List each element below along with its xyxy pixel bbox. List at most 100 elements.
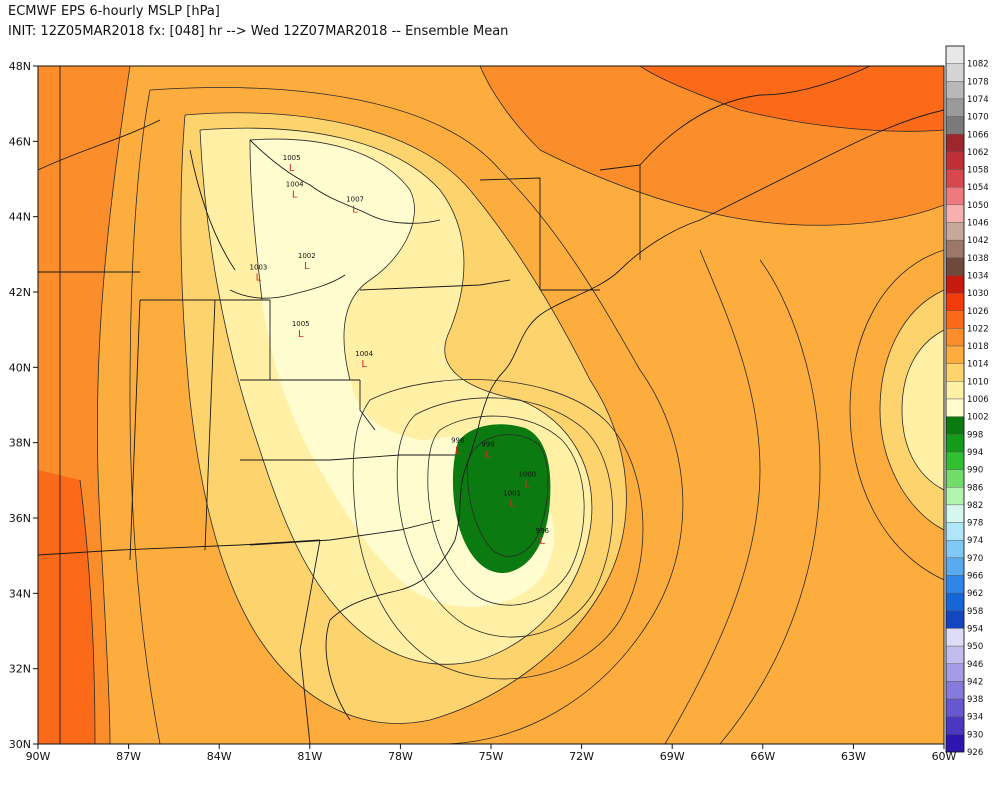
colorbar-label: 954 [967, 624, 983, 634]
colorbar-swatch [945, 381, 965, 400]
colorbar-swatch [945, 398, 965, 417]
low-pressure-value: 999 [481, 440, 494, 448]
colorbar-swatch [945, 416, 965, 435]
lat-tick-label: 46N [9, 135, 31, 148]
lat-tick-label: 48N [9, 60, 31, 73]
colorbar-swatch [945, 98, 965, 117]
lon-tick-label: 66W [750, 750, 775, 763]
colorbar-swatch [945, 681, 965, 700]
colorbar-swatch [945, 186, 965, 206]
colorbar-swatch [945, 628, 965, 647]
colorbar-swatch [945, 239, 965, 258]
colorbar-swatch [945, 328, 965, 347]
lon-tick-label: 81W [297, 750, 322, 763]
colorbar-label: 1074 [967, 95, 989, 105]
colorbar-swatch [945, 645, 965, 664]
lat-tick-label: 30N [9, 738, 31, 751]
colorbar-label: 974 [967, 536, 983, 546]
low-center-marker: L [485, 449, 491, 460]
colorbar-label: 998 [967, 430, 983, 440]
colorbar-label: 1030 [967, 289, 989, 299]
low-center-marker: L [298, 329, 304, 340]
colorbar-swatch [945, 557, 965, 576]
map-title: ECMWF EPS 6-hourly MSLP [hPa] [8, 4, 220, 19]
colorbar-frame [945, 45, 965, 753]
colorbar-label: 982 [967, 501, 983, 511]
colorbar-label: 1038 [967, 254, 989, 264]
colorbar-label: 1054 [967, 183, 989, 193]
lat-tick-label: 40N [9, 361, 31, 374]
colorbar-label: 1026 [967, 307, 989, 317]
colorbar-swatch [945, 504, 965, 523]
colorbar-swatch [945, 257, 965, 276]
colorbar-swatch [945, 116, 965, 135]
colorbar-swatch [945, 151, 965, 170]
colorbar-swatch [945, 469, 965, 488]
pressure-colorbar: 1082 1078 1074 1070 1066 1062 1058 1054 1050 1046… [945, 45, 989, 758]
colorbar-label: 1078 [967, 77, 989, 87]
low-markers: 998L999L1000L1001L996L1002L1005L1004L100… [250, 154, 550, 547]
colorbar-swatch [945, 275, 965, 294]
longitude-axis: 90W 87W 84W 81W 78W 75W 72W 69W 66W 63W 60W [26, 744, 957, 763]
low-center-marker: L [352, 205, 358, 216]
colorbar-swatch [945, 575, 965, 594]
lat-tick-label: 44N [9, 211, 31, 224]
colorbar-label: 1014 [967, 360, 989, 370]
low-pressure-value: 1004 [355, 350, 373, 358]
lat-tick-label: 38N [9, 437, 31, 450]
colorbar-label: 1046 [967, 219, 989, 229]
lon-tick-label: 84W [207, 750, 232, 763]
lat-tick-label: 34N [9, 587, 31, 600]
low-center-marker: L [524, 480, 530, 491]
low-pressure-value: 1001 [503, 489, 521, 497]
lon-tick-label: 72W [569, 750, 594, 763]
low-center-marker: L [540, 536, 546, 547]
colorbar-label: 962 [967, 589, 983, 599]
lat-tick-label: 36N [9, 512, 31, 525]
pressure-field: 998L999L1000L1001L996L1002L1005L1004L100… [38, 66, 944, 744]
colorbar-label: 1042 [967, 236, 989, 246]
colorbar-swatch [945, 522, 965, 541]
low-pressure-value: 1005 [283, 154, 301, 162]
colorbar-label: 1010 [967, 377, 989, 387]
colorbar-swatch [945, 487, 965, 506]
colorbar-label: 986 [967, 483, 983, 493]
colorbar-label: 1070 [967, 113, 989, 123]
low-pressure-value: 1004 [286, 181, 304, 189]
colorbar-swatch [945, 592, 965, 612]
colorbar-label: 1018 [967, 342, 989, 352]
low-pressure-value: 1005 [292, 320, 310, 328]
low-pressure-value: 1007 [346, 196, 364, 204]
colorbar-label: 1006 [967, 395, 989, 405]
low-center-marker: L [289, 163, 295, 174]
lon-tick-label: 60W [932, 750, 957, 763]
colorbar-swatch [945, 310, 965, 329]
colorbar-label: 1050 [967, 201, 989, 211]
colorbar-swatch [945, 292, 965, 311]
colorbar-swatch [945, 134, 965, 153]
colorbar-label: 990 [967, 466, 983, 476]
isobars [79, 66, 944, 744]
low-pressure-value: 1002 [298, 252, 316, 260]
low-center-marker: L [455, 446, 461, 457]
colorbar-swatch [945, 698, 965, 717]
colorbar-label: 938 [967, 695, 983, 705]
low-pressure-value: 996 [536, 527, 550, 535]
colorbar-label: 966 [967, 572, 983, 582]
latitude-axis: 48N 46N 44N 42N 40N 38N 36N 34N 32N 30N [9, 60, 38, 751]
map-subtitle: INIT: 12Z05MAR2018 fx: [048] hr --> Wed … [8, 24, 509, 39]
colorbar-label: 934 [967, 713, 983, 723]
lon-tick-label: 69W [660, 750, 685, 763]
colorbar-label: 1002 [967, 413, 989, 423]
colorbar-swatch [945, 204, 965, 223]
colorbar-swatch [945, 540, 965, 559]
colorbar-label: 970 [967, 554, 983, 564]
colorbar-label: 930 [967, 730, 983, 740]
colorbar-swatch [945, 716, 965, 735]
colorbar-swatch [945, 610, 965, 629]
colorbar-label: 958 [967, 607, 983, 617]
colorbar-label: 926 [967, 748, 983, 758]
lon-tick-label: 78W [388, 750, 413, 763]
colorbar-swatch [945, 169, 965, 188]
